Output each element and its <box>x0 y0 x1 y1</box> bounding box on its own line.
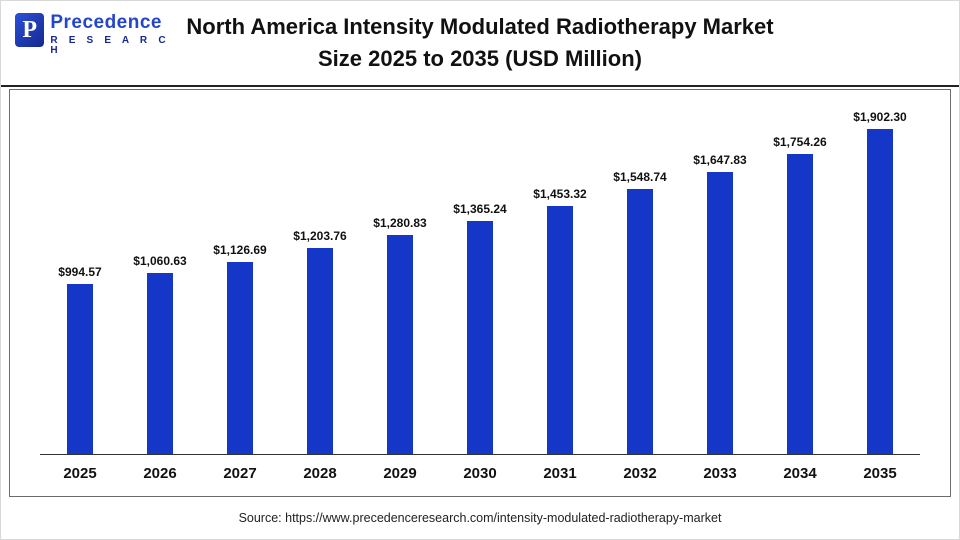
logo-subtitle: R E S E A R C H <box>50 35 170 56</box>
bar-value-label: $1,060.63 <box>133 254 187 268</box>
bar-value-label: $1,453.32 <box>533 187 587 201</box>
x-axis-tick-label: 2032 <box>623 465 657 482</box>
precedence-research-logo: P Precedence R E S E A R C H <box>15 13 185 56</box>
bar-column: $1,126.69 <box>200 96 280 454</box>
logo-name: Precedence <box>50 12 162 33</box>
bar <box>867 129 893 454</box>
bar <box>787 154 813 454</box>
x-axis-labels: 2025 2026 2027 2028 2029 2030 2031 2032 2033 2034… <box>40 455 920 496</box>
bar-value-label: $1,280.83 <box>373 216 427 230</box>
bar-value-label: $1,647.83 <box>693 153 747 167</box>
bar <box>467 221 493 454</box>
bar-column: $1,060.63 <box>120 96 200 454</box>
x-axis-tick-label: 2030 <box>463 465 497 482</box>
source-link[interactable]: Source: https://www.precedenceresearch.c… <box>238 511 722 525</box>
bar <box>147 273 173 454</box>
bar-column: $1,280.83 <box>360 96 440 454</box>
x-axis-tick-label: 2035 <box>863 465 897 482</box>
logo-p-icon: P <box>15 13 45 47</box>
footer: Source: https://www.precedenceresearch.c… <box>1 497 959 539</box>
bar-value-label: $994.57 <box>58 265 102 279</box>
x-axis-tick-label: 2031 <box>543 465 577 482</box>
logo-text: Precedence R E S E A R C H <box>50 13 185 56</box>
bar-value-label: $1,902.30 <box>853 110 907 124</box>
bar-column: $1,203.76 <box>280 96 360 454</box>
bar <box>307 248 333 454</box>
bar <box>227 262 253 454</box>
bar-column: $1,453.32 <box>520 96 600 454</box>
bars-row: $994.57 $1,060.63 $1,126.69 $1,203.76 $1,280… <box>40 96 920 455</box>
bar-column: $1,754.26 <box>760 96 840 454</box>
bar-column: $1,902.30 <box>840 96 920 454</box>
chart-title-line1: North America Intensity Modulated Radiot… <box>186 14 774 40</box>
bar <box>707 172 733 454</box>
x-axis-tick-label: 2026 <box>143 465 177 482</box>
chart-plot-area: $994.57 $1,060.63 $1,126.69 $1,203.76 $1,280… <box>9 89 951 497</box>
bar-value-label: $1,754.26 <box>773 135 827 149</box>
bar-value-label: $1,548.74 <box>613 170 667 184</box>
bar-value-label: $1,365.24 <box>453 202 507 216</box>
bar <box>67 284 93 454</box>
x-axis-tick-label: 2028 <box>303 465 337 482</box>
chart-title: North America Intensity Modulated Radiot… <box>56 11 903 75</box>
bar-column: $1,647.83 <box>680 96 760 454</box>
bar <box>627 189 653 454</box>
bar-column: $994.57 <box>40 96 120 454</box>
chart-title-line2: Size 2025 to 2035 (USD Million) <box>318 46 642 71</box>
x-axis-tick-label: 2025 <box>63 465 97 482</box>
bar-value-label: $1,203.76 <box>293 229 347 243</box>
header: P Precedence R E S E A R C H North Ameri… <box>1 1 959 87</box>
bar-column: $1,548.74 <box>600 96 680 454</box>
x-axis-tick-label: 2027 <box>223 465 257 482</box>
bar-column: $1,365.24 <box>440 96 520 454</box>
bar <box>387 235 413 454</box>
x-axis-tick-label: 2033 <box>703 465 737 482</box>
x-axis-tick-label: 2029 <box>383 465 417 482</box>
bar-value-label: $1,126.69 <box>213 243 267 257</box>
bar <box>547 206 573 454</box>
x-axis-tick-label: 2034 <box>783 465 817 482</box>
